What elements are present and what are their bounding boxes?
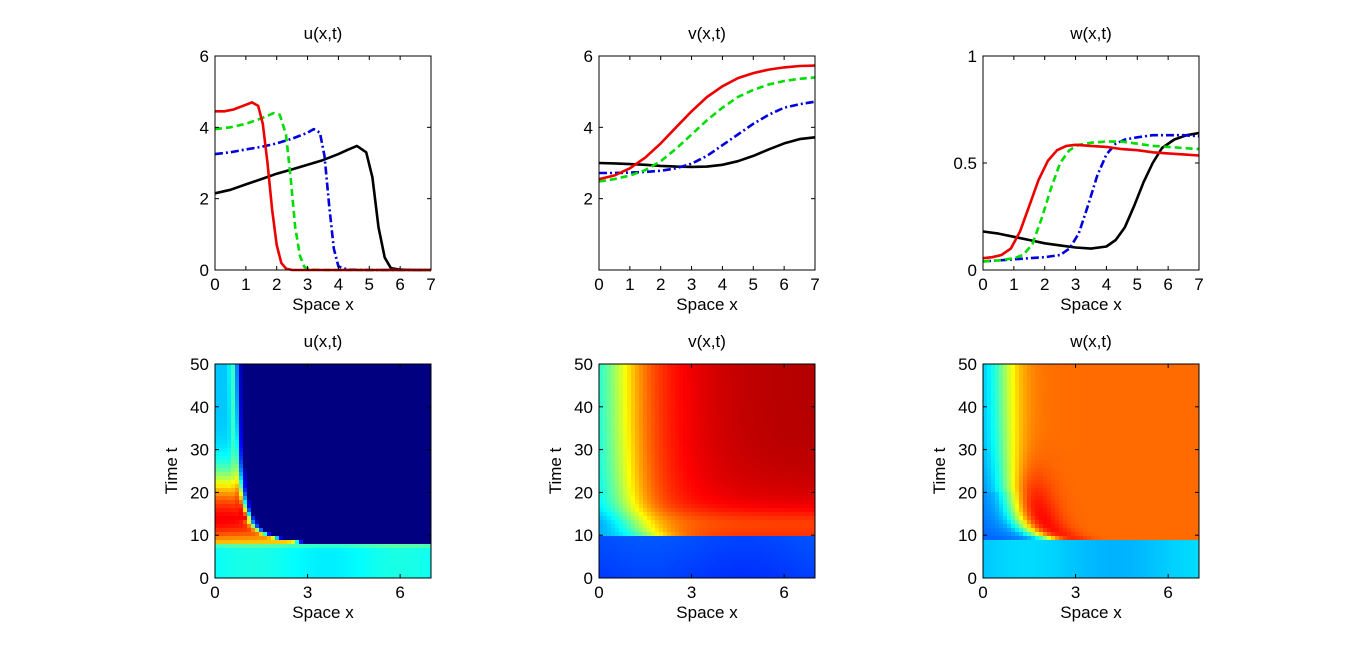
y-tick-label: 4	[584, 118, 593, 137]
heatmap-image	[599, 364, 816, 579]
y-tick-label: 40	[574, 398, 593, 417]
axes-frame	[214, 363, 432, 579]
x-tick-label: 3	[687, 275, 696, 294]
x-tick-label: 6	[779, 583, 788, 602]
plot-area	[215, 56, 431, 270]
chart-1: 0 1 2 3 4 5 6 7 0 2 4 6 u(x,t) Space x	[200, 24, 436, 314]
x-tick-label: 0	[210, 583, 219, 602]
chart-title: u(x,t)	[304, 24, 343, 43]
x-tick-label: 0	[978, 583, 987, 602]
x-axis-label: Space x	[1060, 603, 1122, 622]
x-tick-label: 5	[365, 275, 374, 294]
y-tick-label: 20	[958, 483, 977, 502]
x-tick-label: 3	[1071, 275, 1080, 294]
chart-title: v(x,t)	[688, 332, 726, 351]
x-tick-label: 5	[749, 275, 758, 294]
series-line-black	[214, 144, 431, 272]
y-tick-label: 30	[958, 441, 977, 460]
y-tick-label: 6	[200, 47, 209, 66]
chart-title: w(x,t)	[1069, 24, 1112, 43]
x-tick-label: 1	[1009, 275, 1018, 294]
x-tick-label: 6	[779, 275, 788, 294]
y-axis-label: Time t	[162, 447, 181, 494]
axes-frame	[598, 55, 816, 271]
y-tick-label: 0.5	[953, 154, 977, 173]
x-tick-label: 0	[978, 275, 987, 294]
x-tick-label: 2	[656, 275, 665, 294]
x-axis-label: Space x	[292, 295, 354, 314]
x-tick-label: 3	[303, 275, 312, 294]
y-tick-label: 30	[574, 441, 593, 460]
series-line-green	[982, 140, 1200, 263]
x-tick-label: 3	[303, 583, 312, 602]
x-tick-label: 7	[810, 275, 819, 294]
y-tick-label: 6	[584, 47, 593, 66]
series-line-red	[598, 64, 816, 181]
y-tick-label: 40	[958, 398, 977, 417]
x-tick-label: 6	[395, 583, 404, 602]
x-tick-label: 4	[334, 275, 343, 294]
y-axis-label: Time t	[930, 447, 949, 494]
x-tick-label: 3	[687, 583, 696, 602]
x-tick-label: 4	[1102, 275, 1111, 294]
x-tick-label: 1	[241, 275, 250, 294]
y-tick-label: 10	[958, 526, 977, 545]
series-line-red	[982, 143, 1200, 260]
x-axis-label: Space x	[676, 295, 738, 314]
y-tick-label: 50	[190, 355, 209, 374]
x-axis-label: Space x	[676, 603, 738, 622]
heatmap-image	[983, 364, 1200, 579]
x-tick-label: 3	[1071, 583, 1080, 602]
x-tick-label: 0	[210, 275, 219, 294]
x-tick-label: 2	[272, 275, 281, 294]
chart-5: 0 3 6 0 10 20 30 40 50 v(x,t) Space x Time t	[546, 332, 816, 622]
y-tick-label: 50	[958, 355, 977, 374]
plot-area	[599, 56, 815, 270]
x-tick-label: 7	[1194, 275, 1203, 294]
chart-title: w(x,t)	[1069, 332, 1112, 351]
y-tick-label: 2	[200, 190, 209, 209]
series-line-green	[598, 76, 816, 183]
x-tick-label: 2	[1040, 275, 1049, 294]
chart-6: 0 3 6 0 10 20 30 40 50 w(x,t) Space x Time t	[930, 332, 1200, 622]
y-tick-label: 0	[200, 261, 209, 280]
y-tick-label: 20	[574, 483, 593, 502]
axes-frame	[598, 363, 816, 579]
y-tick-label: 0	[584, 569, 593, 588]
chart-3: 0 1 2 3 4 5 6 7 0 0.5 1 w(x,t) Space x	[953, 24, 1203, 314]
x-tick-label: 6	[1163, 275, 1172, 294]
x-tick-label: 5	[1133, 275, 1142, 294]
chart-title: u(x,t)	[304, 332, 343, 351]
y-tick-label: 10	[574, 526, 593, 545]
chart-4: 0 3 6 0 10 20 30 40 50 u(x,t) Space x Time t	[162, 332, 432, 622]
y-tick-label: 0	[200, 569, 209, 588]
y-axis-label: Time t	[546, 447, 565, 494]
x-tick-label: 7	[426, 275, 435, 294]
x-axis-label: Space x	[1060, 295, 1122, 314]
chart-2: 0 1 2 3 4 5 6 7 2 4 6 v(x,t) Space x	[584, 24, 820, 314]
axes-frame	[214, 55, 432, 271]
x-tick-label: 6	[395, 275, 404, 294]
y-tick-label: 0	[968, 261, 977, 280]
x-tick-label: 1	[625, 275, 634, 294]
y-tick-label: 1	[968, 47, 977, 66]
y-tick-label: 0	[968, 569, 977, 588]
x-axis-label: Space x	[292, 603, 354, 622]
y-tick-label: 10	[190, 526, 209, 545]
y-tick-label: 50	[574, 355, 593, 374]
x-tick-label: 0	[594, 583, 603, 602]
heatmap-image	[215, 364, 432, 579]
chart-title: v(x,t)	[688, 24, 726, 43]
series-line-blue	[982, 133, 1200, 263]
x-tick-label: 4	[718, 275, 727, 294]
y-tick-label: 30	[190, 441, 209, 460]
x-tick-label: 0	[594, 275, 603, 294]
x-tick-label: 6	[1163, 583, 1172, 602]
y-tick-label: 2	[584, 190, 593, 209]
y-tick-label: 20	[190, 483, 209, 502]
axes-frame	[982, 363, 1200, 579]
y-tick-label: 40	[190, 398, 209, 417]
y-tick-label: 4	[200, 118, 209, 137]
